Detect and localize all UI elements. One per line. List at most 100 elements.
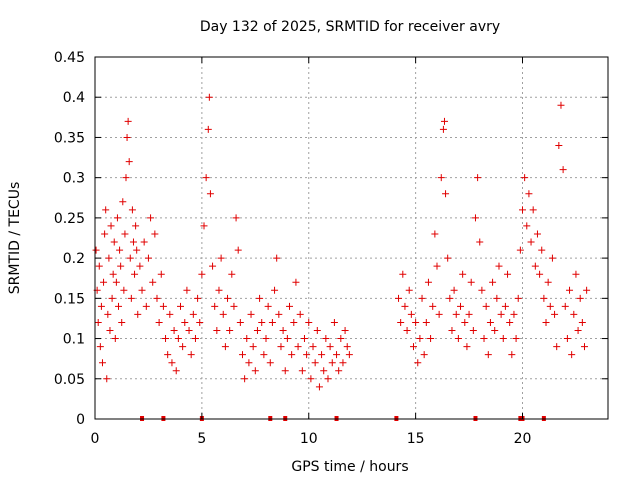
data-point <box>118 318 126 326</box>
data-point <box>236 318 244 326</box>
data-point <box>578 318 586 326</box>
data-point <box>439 125 447 133</box>
data-point <box>108 294 116 302</box>
data-point <box>104 310 112 318</box>
data-point <box>563 335 571 343</box>
data-point <box>149 278 157 286</box>
data-point <box>234 246 242 254</box>
data-point <box>405 286 413 294</box>
data-point <box>557 101 565 109</box>
data-point <box>427 335 435 343</box>
data-point <box>256 294 264 302</box>
data-point <box>328 359 336 367</box>
data-point <box>326 343 334 351</box>
data-point <box>213 327 221 335</box>
data-point <box>109 270 117 278</box>
data-point <box>529 206 537 214</box>
data-point <box>159 302 167 310</box>
data-point <box>133 246 141 254</box>
data-point <box>424 278 432 286</box>
data-point <box>335 367 343 375</box>
data-point <box>224 294 232 302</box>
data-point <box>566 286 574 294</box>
data-point <box>113 214 121 222</box>
data-point <box>397 318 405 326</box>
data-point <box>279 327 287 335</box>
data-point <box>315 383 323 391</box>
data-point <box>262 335 270 343</box>
data-point <box>440 117 448 125</box>
y-tick-label: 0.45 <box>54 50 85 66</box>
data-point <box>508 351 516 359</box>
data-point <box>448 327 456 335</box>
data-point <box>476 238 484 246</box>
x-tick-label: 10 <box>300 431 318 447</box>
data-point <box>290 318 298 326</box>
data-point <box>100 278 108 286</box>
data-point <box>288 351 296 359</box>
data-point <box>258 318 266 326</box>
x-tick-label: 15 <box>407 431 425 447</box>
data-point <box>251 367 259 375</box>
data-point <box>170 327 178 335</box>
data-point <box>226 327 234 335</box>
data-point <box>555 141 563 149</box>
data-point <box>121 230 129 238</box>
data-point <box>111 335 119 343</box>
data-point <box>209 262 217 270</box>
data-point <box>275 310 283 318</box>
x-tick-label: 0 <box>91 431 100 447</box>
x-tick-label: 5 <box>197 431 206 447</box>
data-point <box>264 302 272 310</box>
data-point <box>273 254 281 262</box>
data-point <box>136 262 144 270</box>
data-point <box>116 246 124 254</box>
data-point <box>102 206 110 214</box>
data-point <box>228 270 236 278</box>
data-point <box>129 238 137 246</box>
data-point <box>110 238 118 246</box>
data-point <box>125 158 133 166</box>
data-point <box>343 343 351 351</box>
y-tick-label: 0 <box>76 412 85 428</box>
data-point <box>395 294 403 302</box>
data-point <box>247 310 255 318</box>
data-point <box>112 278 120 286</box>
data-point <box>444 254 452 262</box>
data-point <box>168 359 176 367</box>
data-point <box>412 318 420 326</box>
data-point <box>181 318 189 326</box>
data-point <box>142 302 150 310</box>
data-point <box>322 335 330 343</box>
data-point <box>576 294 584 302</box>
data-point <box>107 222 115 230</box>
data-point <box>409 343 417 351</box>
data-point <box>497 310 505 318</box>
data-point <box>211 302 219 310</box>
data-point <box>298 367 306 375</box>
data-point <box>221 343 229 351</box>
data-point <box>119 198 127 206</box>
data-point <box>147 214 155 222</box>
data-point <box>268 318 276 326</box>
data-point <box>407 310 415 318</box>
data-point <box>138 286 146 294</box>
data-point <box>531 262 539 270</box>
data-point <box>95 262 103 270</box>
data-point <box>117 262 125 270</box>
data-point <box>486 318 494 326</box>
data-point <box>422 318 430 326</box>
data-point <box>345 351 353 359</box>
data-point <box>217 254 225 262</box>
data-point <box>243 335 251 343</box>
data-point <box>574 327 582 335</box>
data-point <box>253 327 261 335</box>
data-point <box>122 174 130 182</box>
data-point <box>401 302 409 310</box>
data-point <box>179 343 187 351</box>
data-point <box>120 286 128 294</box>
data-point <box>134 310 142 318</box>
data-point <box>437 174 445 182</box>
data-point <box>140 238 148 246</box>
data-point <box>127 294 135 302</box>
